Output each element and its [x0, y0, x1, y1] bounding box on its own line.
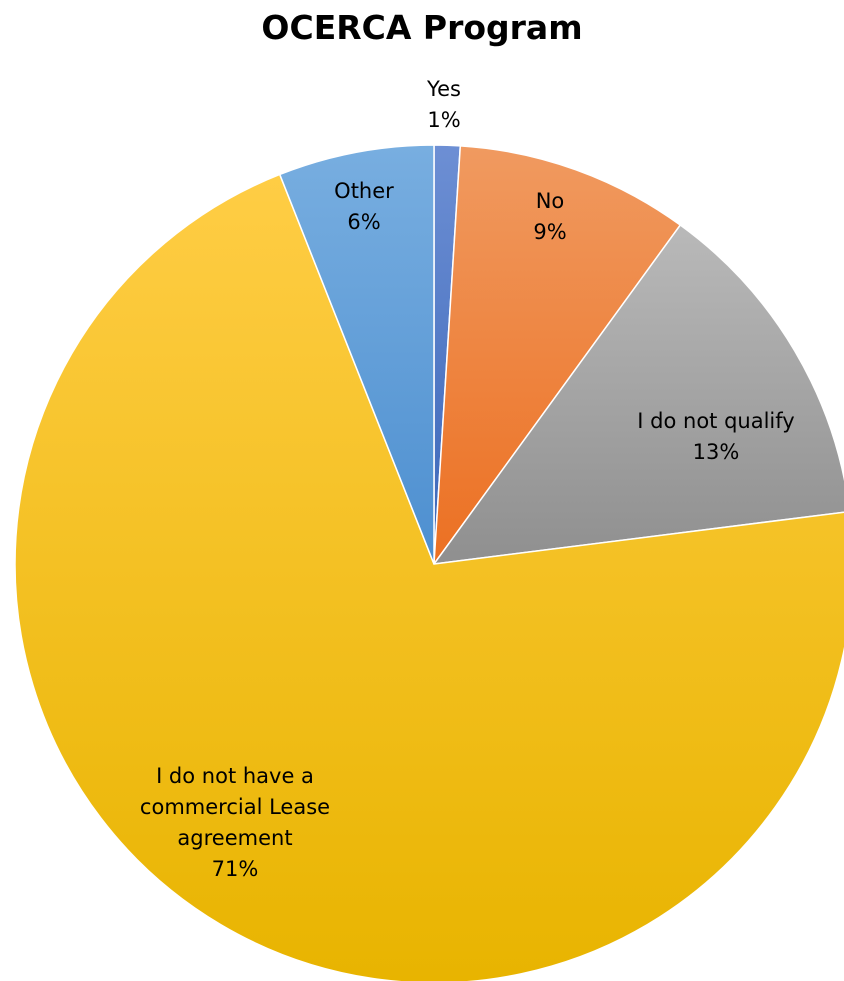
slice-value-label-5: 6% [347, 210, 380, 234]
pie-slice-2 [433, 145, 682, 567]
slice-label-5: Other [334, 179, 394, 203]
slice-value-label-1: 1% [427, 108, 460, 132]
pie-slice-5 [278, 144, 435, 565]
slice-label-1: Yes [426, 77, 461, 101]
slice-label-2: No [536, 189, 565, 213]
slice-label-4: agreement [177, 826, 292, 850]
slice-value-label-4: 71% [212, 857, 259, 881]
slice-value-label-2: 9% [533, 220, 566, 244]
slice-value-label-3: 13% [693, 440, 740, 464]
pie-slice-4 [14, 173, 844, 981]
chart-title: OCERCA Program [261, 8, 583, 47]
slice-label-4: I do not have a [156, 764, 314, 788]
slice-label-3: I do not qualify [637, 409, 794, 433]
slice-label-4: commercial Lease [140, 795, 330, 819]
